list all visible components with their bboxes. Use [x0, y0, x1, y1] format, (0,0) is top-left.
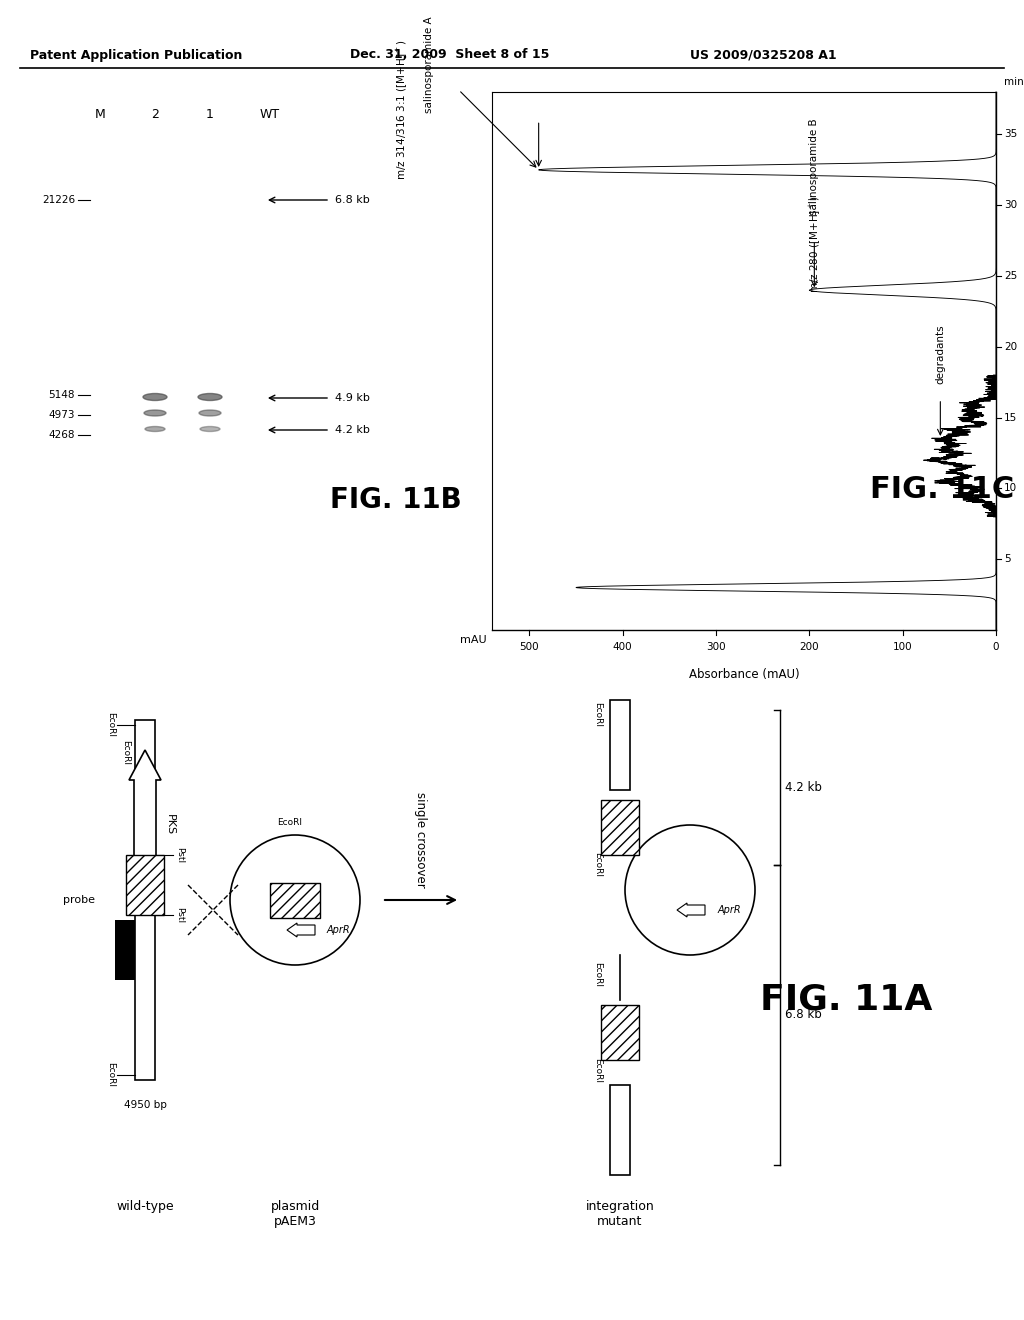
- Text: degradants: degradants: [935, 325, 945, 384]
- Text: FIG. 11B: FIG. 11B: [330, 486, 462, 513]
- Text: EcoRI: EcoRI: [593, 702, 602, 727]
- Text: probe: probe: [63, 895, 95, 906]
- Bar: [601, 800, 639, 855]
- Bar: [126, 855, 164, 915]
- Text: 100: 100: [893, 642, 912, 652]
- Text: EcoRI: EcoRI: [121, 741, 130, 766]
- Text: Absorbance (mAU): Absorbance (mAU): [689, 668, 800, 681]
- Text: 6.8 kb: 6.8 kb: [785, 1008, 821, 1022]
- Text: 25: 25: [1004, 271, 1017, 281]
- Text: 4973: 4973: [48, 411, 75, 420]
- Text: 10: 10: [1004, 483, 1017, 494]
- Text: integration
mutant: integration mutant: [586, 1200, 654, 1228]
- Text: 30: 30: [1004, 201, 1017, 210]
- Text: 2: 2: [152, 108, 159, 121]
- Ellipse shape: [145, 426, 165, 432]
- Text: 35: 35: [1004, 129, 1017, 140]
- Text: PKS: PKS: [165, 814, 175, 836]
- Text: plasmid
pAEM3: plasmid pAEM3: [270, 1200, 319, 1228]
- Text: FIG. 11A: FIG. 11A: [760, 983, 933, 1016]
- Text: AprR: AprR: [718, 906, 741, 915]
- Bar: [135, 719, 155, 1080]
- Text: 4.2 kb: 4.2 kb: [335, 425, 370, 436]
- Text: EcoRI: EcoRI: [278, 818, 302, 828]
- Text: 4268: 4268: [48, 430, 75, 440]
- Text: single crossover: single crossover: [415, 792, 427, 888]
- Text: 4.2 kb: 4.2 kb: [785, 781, 822, 795]
- Text: m/z 314/316 3:1 ([M+H]$^+$): m/z 314/316 3:1 ([M+H]$^+$): [394, 40, 409, 181]
- Text: 20: 20: [1004, 342, 1017, 352]
- Text: 400: 400: [612, 642, 633, 652]
- Bar: [610, 1085, 630, 1175]
- Bar: [601, 1005, 639, 1060]
- Text: 200: 200: [800, 642, 819, 652]
- Text: salinosporamide A: salinosporamide A: [424, 17, 434, 114]
- Text: 1: 1: [206, 108, 214, 121]
- Text: WT: WT: [260, 108, 280, 121]
- Text: PstI: PstI: [175, 847, 184, 863]
- Bar: [115, 920, 135, 979]
- Text: 500: 500: [519, 642, 540, 652]
- Text: 4950 bp: 4950 bp: [124, 1100, 167, 1110]
- Ellipse shape: [144, 411, 166, 416]
- Text: EcoRI: EcoRI: [106, 713, 115, 738]
- Text: 5148: 5148: [48, 389, 75, 400]
- Ellipse shape: [143, 393, 167, 400]
- Text: EcoRI: EcoRI: [106, 1063, 115, 1088]
- Ellipse shape: [199, 411, 221, 416]
- Text: FIG. 11C: FIG. 11C: [870, 475, 1014, 504]
- FancyArrow shape: [287, 923, 315, 937]
- Text: 21226: 21226: [42, 195, 75, 205]
- Text: 5: 5: [1004, 554, 1011, 564]
- Text: EcoRI: EcoRI: [593, 1057, 602, 1082]
- Ellipse shape: [200, 426, 220, 432]
- Text: mAU: mAU: [461, 635, 487, 645]
- Text: US 2009/0325208 A1: US 2009/0325208 A1: [690, 49, 837, 62]
- Text: m/z 280 ([M+H]$^+$): m/z 280 ([M+H]$^+$): [807, 195, 822, 293]
- Text: EcoRI: EcoRI: [593, 962, 602, 987]
- FancyArrow shape: [129, 750, 161, 900]
- Text: PstI: PstI: [175, 907, 184, 923]
- Text: 0: 0: [992, 642, 999, 652]
- Bar: [270, 883, 319, 917]
- Text: min: min: [1004, 77, 1024, 87]
- Text: 4.9 kb: 4.9 kb: [335, 393, 370, 403]
- Text: AprR: AprR: [327, 925, 350, 935]
- Bar: [610, 700, 630, 789]
- Text: wild-type: wild-type: [116, 1200, 174, 1213]
- Text: Patent Application Publication: Patent Application Publication: [30, 49, 243, 62]
- Ellipse shape: [198, 393, 222, 400]
- Text: EcoRI: EcoRI: [593, 853, 602, 878]
- FancyArrow shape: [677, 903, 705, 917]
- Text: 6.8 kb: 6.8 kb: [335, 195, 370, 205]
- Text: 300: 300: [707, 642, 726, 652]
- Text: 15: 15: [1004, 413, 1017, 422]
- Text: Dec. 31, 2009  Sheet 8 of 15: Dec. 31, 2009 Sheet 8 of 15: [350, 49, 549, 62]
- Text: salinosporamide B: salinosporamide B: [809, 119, 819, 215]
- Text: M: M: [94, 108, 105, 121]
